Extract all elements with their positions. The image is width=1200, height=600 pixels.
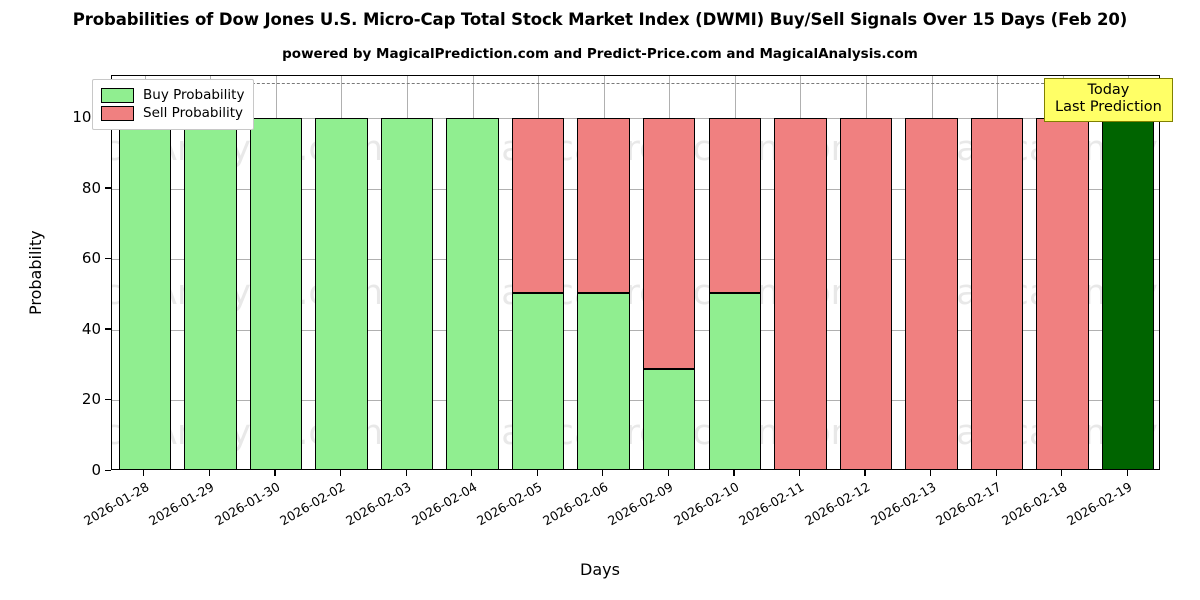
x-tick-mark xyxy=(733,470,735,476)
bar-segment-buy-probability[interactable] xyxy=(643,369,696,469)
legend-item-buy: Buy Probability xyxy=(101,87,244,103)
bar-segment-buy-probability[interactable] xyxy=(184,118,237,469)
x-tick-mark xyxy=(995,470,997,476)
chart-title: Probabilities of Dow Jones U.S. Micro-Ca… xyxy=(72,10,1128,29)
y-tick-mark xyxy=(105,187,111,189)
bar-2026-02-06[interactable] xyxy=(577,76,630,469)
bar-2026-02-09[interactable] xyxy=(643,76,696,469)
bar-segment-sell-probability[interactable] xyxy=(970,118,1024,469)
y-tick-label-60: 60 xyxy=(81,249,101,268)
y-tick-label-100: 100 xyxy=(72,108,101,127)
y-axis-label: Probability xyxy=(26,229,45,315)
bar-2026-02-04[interactable] xyxy=(446,76,499,469)
x-tick-mark xyxy=(667,470,669,476)
bar-2026-02-18[interactable] xyxy=(1036,76,1089,469)
bar-segment-sell-probability[interactable] xyxy=(839,118,893,469)
grid-line-horizontal xyxy=(112,118,1159,120)
bar-segment-sell-probability[interactable] xyxy=(577,118,630,294)
x-tick-mark xyxy=(602,470,604,476)
x-tick-mark xyxy=(471,470,473,476)
today-label: Today xyxy=(1087,82,1130,98)
x-tick-mark xyxy=(208,470,211,476)
x-axis-label: Days xyxy=(580,560,620,579)
bar-segment-buy-probability[interactable] xyxy=(446,118,499,469)
bar-segment-sell-probability[interactable] xyxy=(511,118,565,294)
bar-2026-02-17[interactable] xyxy=(970,76,1024,469)
bar-2026-02-03[interactable] xyxy=(380,76,434,469)
y-tick-label-80: 80 xyxy=(81,178,101,197)
legend-label-sell: Sell Probability xyxy=(143,105,244,121)
x-tick-mark xyxy=(339,470,342,476)
legend-swatch-sell xyxy=(101,105,134,121)
x-tick-mark xyxy=(930,470,932,476)
bar-2026-02-13[interactable] xyxy=(905,76,958,469)
grid-line-horizontal xyxy=(112,400,1159,402)
x-tick-mark xyxy=(274,470,276,476)
bar-2026-01-30[interactable] xyxy=(249,76,303,469)
grid-line-horizontal xyxy=(112,259,1159,261)
y-tick-label-20: 20 xyxy=(81,390,101,409)
bar-segment-sell-probability[interactable] xyxy=(708,118,762,294)
legend-swatch-buy xyxy=(101,87,134,103)
bar-segment-buy-probability[interactable] xyxy=(380,118,434,469)
bar-segment-sell-probability[interactable] xyxy=(774,118,827,469)
y-tick-mark xyxy=(105,328,111,330)
x-tick-mark xyxy=(798,470,801,476)
bar-segment-buy-probability[interactable] xyxy=(249,118,303,469)
bar-segment-sell-probability[interactable] xyxy=(643,118,696,370)
reference-dashed-line xyxy=(112,83,1159,85)
x-tick-mark xyxy=(1126,470,1128,476)
x-tick-mark xyxy=(143,470,145,476)
bar-segment-sell-probability[interactable] xyxy=(1036,118,1089,469)
bar-segment-sell-probability[interactable] xyxy=(905,118,958,469)
x-tick-mark xyxy=(864,470,866,476)
bar-segment-buy-probability[interactable] xyxy=(315,118,368,469)
x-tick-mark xyxy=(1061,470,1063,476)
y-tick-mark xyxy=(105,398,111,401)
legend-label-buy: Buy Probability xyxy=(143,87,245,103)
bar-2026-02-05[interactable] xyxy=(511,76,565,469)
bar-2026-02-19[interactable] xyxy=(1101,76,1155,469)
legend-item-sell: Sell Probability xyxy=(101,105,244,121)
y-tick-mark xyxy=(105,469,111,471)
y-tick-label-0: 0 xyxy=(91,461,101,479)
bar-2026-02-10[interactable] xyxy=(708,76,762,469)
bar-2026-02-02[interactable] xyxy=(315,76,368,469)
bar-segment-today-last-prediction[interactable] xyxy=(1101,118,1155,469)
y-tick-mark xyxy=(105,257,111,260)
chart-subtitle: powered by MagicalPrediction.com and Pre… xyxy=(282,46,918,62)
last-prediction-label: Last Prediction xyxy=(1055,99,1162,116)
bar-segment-buy-probability[interactable] xyxy=(511,293,565,469)
today-last-prediction-annotation: Today Last Prediction xyxy=(1044,78,1173,123)
bar-segment-buy-probability[interactable] xyxy=(708,293,762,469)
grid-line-horizontal xyxy=(112,188,1159,190)
bar-2026-02-11[interactable] xyxy=(774,76,827,469)
x-tick-mark xyxy=(405,470,407,476)
bar-2026-01-29[interactable] xyxy=(184,76,237,469)
grid-line-horizontal xyxy=(112,329,1159,331)
bar-segment-buy-probability[interactable] xyxy=(577,293,630,469)
chart-legend: Buy Probability Sell Probability xyxy=(92,79,255,130)
x-tick-mark xyxy=(536,470,538,476)
y-tick-label-40: 40 xyxy=(81,319,101,338)
bar-2026-02-12[interactable] xyxy=(839,76,893,469)
